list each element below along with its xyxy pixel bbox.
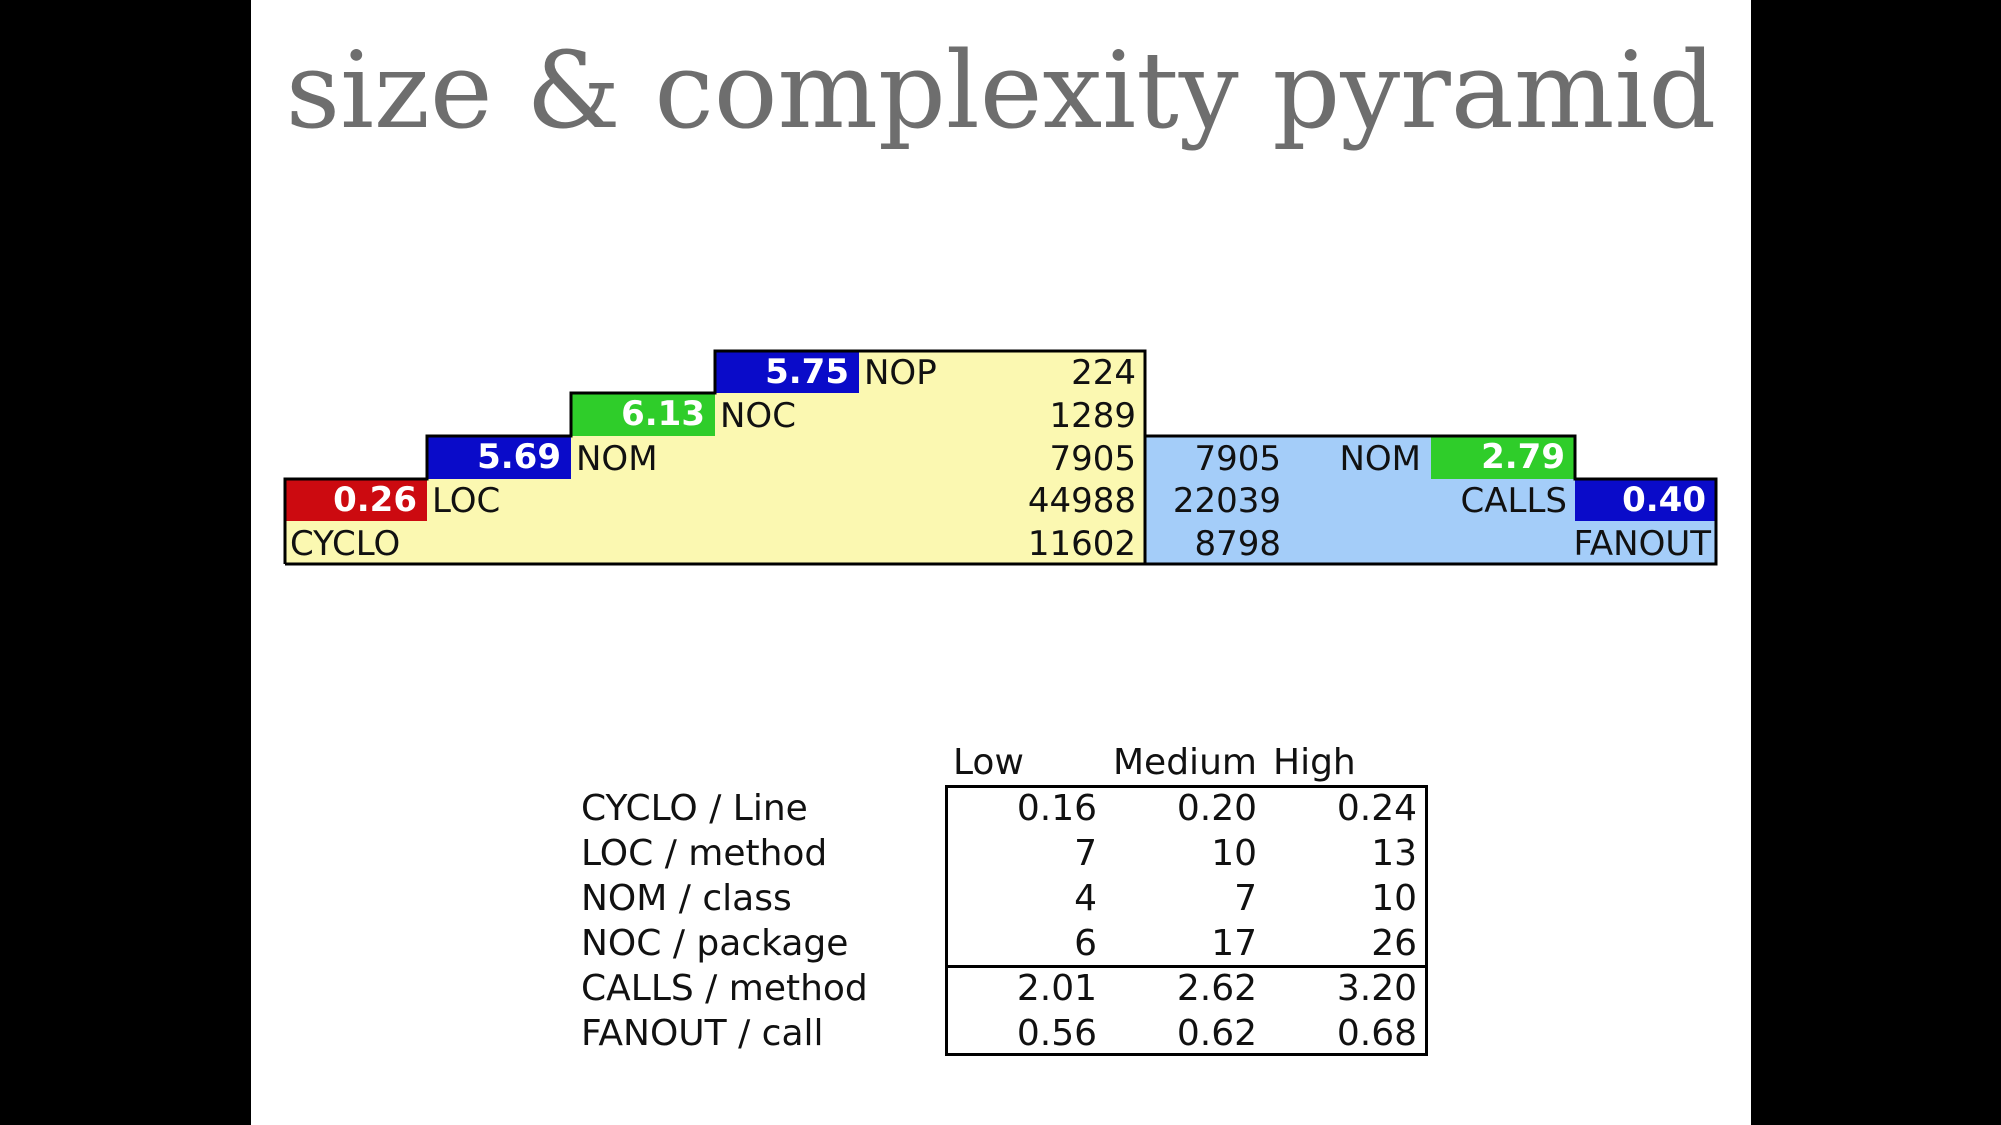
cell-medium: 2.62 bbox=[1176, 968, 1257, 1009]
cyclo-value: 11602 bbox=[1027, 524, 1136, 564]
row-label: FANOUT / call bbox=[581, 1013, 824, 1054]
cell-low: 2.01 bbox=[1016, 968, 1097, 1009]
nom-value: 7905 bbox=[1049, 439, 1136, 479]
noc-value: 1289 bbox=[1049, 396, 1136, 436]
cell-high: 26 bbox=[1371, 923, 1417, 964]
calls-ratio-badge: 0.40 bbox=[1575, 479, 1716, 521]
nop-label: NOP bbox=[864, 353, 937, 393]
right-nom-label: NOM bbox=[1339, 439, 1421, 479]
slide-title: size & complexity pyramid bbox=[285, 29, 1717, 152]
cell-high: 10 bbox=[1371, 878, 1417, 919]
right-nom-value: 7905 bbox=[1194, 439, 1281, 479]
noc-ratio-badge: 6.13 bbox=[571, 393, 715, 436]
noc-label: NOC bbox=[720, 396, 796, 436]
row-label: CALLS / method bbox=[581, 968, 868, 1009]
cell-medium: 10 bbox=[1211, 833, 1257, 874]
thresholds-box bbox=[945, 785, 1428, 1056]
nop-value: 224 bbox=[1071, 353, 1136, 393]
row-label: NOC / package bbox=[581, 923, 849, 964]
cell-high: 13 bbox=[1371, 833, 1417, 874]
calls-label: CALLS bbox=[1460, 481, 1567, 521]
right-nom-ratio-badge: 2.79 bbox=[1431, 436, 1575, 479]
row-label: CYCLO / Line bbox=[581, 788, 808, 829]
cell-high: 3.20 bbox=[1336, 968, 1417, 1009]
loc-ratio-badge: 0.26 bbox=[285, 479, 427, 521]
thresholds-divider bbox=[945, 965, 1428, 968]
cell-low: 4 bbox=[1074, 878, 1097, 919]
header-medium: Medium bbox=[1113, 742, 1257, 783]
header-high: High bbox=[1273, 742, 1356, 783]
cell-medium: 0.62 bbox=[1176, 1013, 1257, 1054]
cell-low: 6 bbox=[1074, 923, 1097, 964]
fanout-value: 8798 bbox=[1194, 524, 1281, 564]
cell-medium: 0.20 bbox=[1176, 788, 1257, 829]
loc-label: LOC bbox=[432, 481, 501, 521]
slide: size & complexity pyramid 5.75 6.13 5.69… bbox=[251, 0, 1751, 1125]
loc-value: 44988 bbox=[1027, 481, 1136, 521]
cell-medium: 7 bbox=[1234, 878, 1257, 919]
cyclo-label: CYCLO bbox=[290, 524, 401, 564]
cell-low: 0.56 bbox=[1016, 1013, 1097, 1054]
cell-high: 0.24 bbox=[1336, 788, 1417, 829]
cell-high: 0.68 bbox=[1336, 1013, 1417, 1054]
nop-ratio-badge: 5.75 bbox=[715, 351, 859, 393]
nom-ratio-badge: 5.69 bbox=[427, 436, 571, 479]
cell-low: 7 bbox=[1074, 833, 1097, 874]
row-label: NOM / class bbox=[581, 878, 792, 919]
cell-low: 0.16 bbox=[1016, 788, 1097, 829]
row-label: LOC / method bbox=[581, 833, 828, 874]
cell-medium: 17 bbox=[1211, 923, 1257, 964]
fanout-label: FANOUT bbox=[1573, 524, 1711, 564]
nom-label: NOM bbox=[576, 439, 658, 479]
header-low: Low bbox=[953, 742, 1024, 783]
calls-value: 22039 bbox=[1172, 481, 1281, 521]
